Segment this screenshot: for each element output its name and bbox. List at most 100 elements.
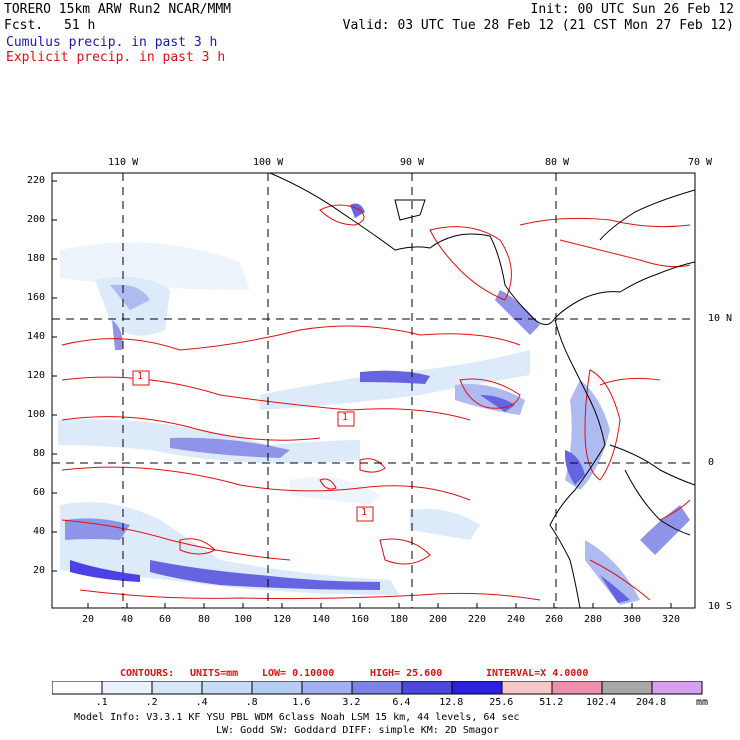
- y-tick: 100: [27, 409, 46, 420]
- init-time: Init: 00 UTC Sun 26 Feb 12: [530, 2, 735, 17]
- x-tick: 120: [273, 614, 292, 625]
- contour-label: 1: [137, 371, 144, 382]
- y-tick: 60: [33, 487, 46, 498]
- plot-frame: [51, 172, 696, 609]
- precip-shade-medium: [112, 320, 123, 350]
- x-tick: 220: [468, 614, 487, 625]
- y-tick: 80: [33, 448, 46, 459]
- colorbar-label: 102.4: [586, 697, 617, 708]
- coastlines: [269, 173, 695, 608]
- contours-units: UNITS=mm: [190, 668, 239, 679]
- model-info: Model Info: V3.3.1 KF YSU PBL WDM 6class…: [74, 712, 520, 723]
- precip-core: [150, 560, 380, 590]
- contour-label: 1: [342, 412, 349, 423]
- colorbar-label: 3.2: [342, 697, 361, 708]
- x-tick: 60: [159, 614, 172, 625]
- explicit-field-label: Explicit precip. in past 3 h: [6, 50, 226, 65]
- colorbar-cell: [551, 681, 603, 695]
- y-tick: 200: [27, 214, 46, 225]
- lat-lon-grid: [52, 173, 695, 608]
- colorbar-cell: [451, 681, 503, 695]
- precip-field: [52, 173, 695, 608]
- lat-label: 10 S: [708, 601, 733, 612]
- colorbar-label: 1.6: [292, 697, 311, 708]
- y-tick: 180: [27, 253, 46, 264]
- colorbar-label: 204.8: [636, 697, 667, 708]
- precip-patch: [350, 203, 365, 218]
- colorbar-unit: mm: [696, 697, 709, 708]
- precip-amazon: [640, 505, 690, 555]
- colorbar-cell: [251, 681, 303, 695]
- colorbar-label: 51.2: [539, 697, 564, 708]
- x-tick: 20: [82, 614, 95, 625]
- precip-cluster-core: [480, 395, 515, 412]
- precip-andes-core: [565, 450, 585, 485]
- model-title: TORERO 15km ARW Run2 NCAR/MMM: [4, 2, 231, 17]
- lon-label: 90 W: [400, 157, 425, 168]
- colorbar-cell: [351, 681, 403, 695]
- lon-label: 110 W: [108, 157, 139, 168]
- colorbar-cell: [151, 681, 203, 695]
- x-tick: 320: [662, 614, 681, 625]
- forecast-hour: 51 h: [64, 18, 96, 33]
- precip-band-south: [60, 502, 400, 595]
- colorbar-cell: [501, 681, 553, 695]
- x-tick: 80: [198, 614, 211, 625]
- y-tick: 160: [27, 292, 46, 303]
- explicit-contours: [61, 204, 691, 601]
- contours-high: HIGH= 25.600: [370, 668, 443, 679]
- contours-low: LOW= 0.10000: [262, 668, 335, 679]
- colorbar-label: .8: [245, 697, 258, 708]
- precip-core: [65, 518, 130, 540]
- y-tick: 140: [27, 331, 46, 342]
- x-tick: 240: [507, 614, 526, 625]
- colorbar-cell: [601, 681, 653, 695]
- x-tick: 280: [584, 614, 603, 625]
- precip-patch: [410, 509, 480, 540]
- colorbar-cell: [651, 681, 703, 695]
- contour-label: 1: [361, 507, 368, 518]
- precip-core: [70, 560, 140, 582]
- colorbar: [52, 681, 703, 695]
- colorbar-cell: [201, 681, 253, 695]
- colorbar-label: 6.4: [392, 697, 411, 708]
- tick-marks: [52, 180, 672, 608]
- contour-label-boxes: [132, 370, 374, 522]
- cumulus-field-label: Cumulus precip. in past 3 h: [6, 35, 218, 50]
- x-tick: 260: [545, 614, 564, 625]
- x-tick: 160: [351, 614, 370, 625]
- x-tick: 200: [429, 614, 448, 625]
- colorbar-cell: [301, 681, 353, 695]
- colorbar-label: .1: [95, 697, 108, 708]
- y-tick: 40: [33, 526, 46, 537]
- colorbar-label: .4: [195, 697, 208, 708]
- x-tick: 40: [121, 614, 134, 625]
- precip-band: [290, 477, 380, 505]
- colorbar-label: .2: [145, 697, 158, 708]
- lon-label: 100 W: [253, 157, 284, 168]
- lon-label: 70 W: [688, 157, 713, 168]
- x-tick: 100: [234, 614, 253, 625]
- colorbar-cell: [101, 681, 153, 695]
- valid-time: Valid: 03 UTC Tue 28 Feb 12 (21 CST Mon …: [342, 18, 734, 33]
- colorbar-label: 12.8: [439, 697, 464, 708]
- x-tick: 180: [390, 614, 409, 625]
- colorbar-label: 25.6: [489, 697, 514, 708]
- x-tick: 300: [623, 614, 642, 625]
- precip-shade-medium: [110, 284, 150, 310]
- contours-heading: CONTOURS:: [120, 668, 175, 679]
- precip-panama: [495, 290, 540, 335]
- precip-band-core: [170, 437, 290, 458]
- precip-amazon-core: [600, 575, 630, 603]
- colorbar-cell: [52, 681, 103, 695]
- lat-label: 0: [708, 457, 715, 468]
- colorbar-cell: [401, 681, 453, 695]
- forecast-label: Fcst.: [4, 18, 44, 33]
- physics-info: LW: Godd SW: Goddard DIFF: simple KM: 2D…: [216, 725, 499, 736]
- y-tick: 20: [33, 565, 46, 576]
- x-tick: 140: [312, 614, 331, 625]
- lat-label: 10 N: [708, 313, 733, 324]
- lon-label: 80 W: [545, 157, 570, 168]
- y-tick: 220: [27, 175, 46, 186]
